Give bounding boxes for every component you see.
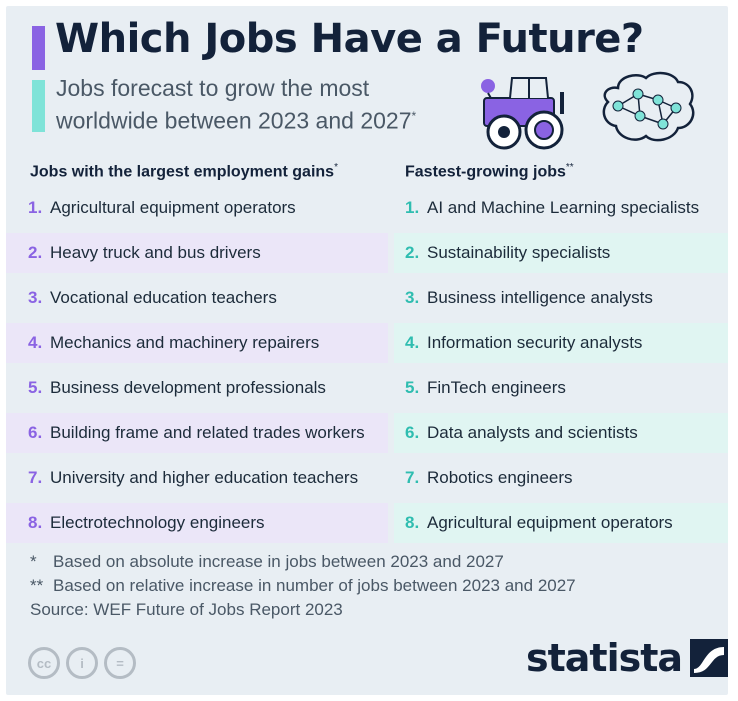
list-item: 2. Heavy truck and bus drivers (6, 233, 388, 273)
job-label: Information security analysts (427, 333, 643, 352)
footnote: * Based on absolute increase in jobs betw… (30, 550, 576, 574)
rank-number: 8. (405, 513, 420, 532)
rank-number: 4. (28, 333, 43, 352)
rank-number: 7. (28, 468, 43, 487)
footnote-text: Based on absolute increase in jobs betwe… (53, 552, 504, 571)
footnotes: * Based on absolute increase in jobs betw… (30, 550, 576, 622)
job-label: FinTech engineers (427, 378, 566, 397)
infographic-card: Which Jobs Have a Future? Jobs forecast … (6, 6, 728, 695)
subtitle-footnote-mark: * (411, 109, 417, 123)
right-column-heading: Fastest-growing jobs** (405, 162, 574, 181)
list-item: 3. Vocational education teachers (6, 278, 388, 318)
subtitle-text: Jobs forecast to grow the most worldwide… (56, 75, 412, 134)
job-label: Heavy truck and bus drivers (50, 243, 261, 262)
job-label: Sustainability specialists (427, 243, 611, 262)
list-item: 2. Sustainability specialists (394, 233, 728, 273)
job-label: Agricultural equipment operators (50, 198, 296, 217)
left-column-heading-text: Jobs with the largest employment gains (30, 163, 335, 181)
job-label: Business development professionals (50, 378, 326, 397)
job-label: Business intelligence analysts (427, 288, 653, 307)
left-column-heading: Jobs with the largest employment gains* (30, 162, 338, 181)
attribution-icon[interactable]: i (66, 647, 98, 679)
list-item: 4. Mechanics and machinery repairers (6, 323, 388, 363)
footnote-text: Based on relative increase in number of … (53, 576, 576, 595)
brain-network-icon (602, 71, 695, 142)
footnote-mark: * (30, 552, 37, 571)
no-derivatives-icon[interactable]: = (104, 647, 136, 679)
rank-number: 6. (405, 423, 420, 442)
job-label: Data analysts and scientists (427, 423, 638, 442)
list-item: 8. Agricultural equipment operators (394, 503, 728, 543)
job-label: Vocational education teachers (50, 288, 277, 307)
right-column-footnote-mark: ** (565, 162, 574, 173)
tractor-icon (481, 77, 564, 150)
largest-gains-list: 1. Agricultural equipment operators 2. Hea… (6, 188, 388, 548)
rank-number: 2. (28, 243, 43, 262)
job-label: Robotics engineers (427, 468, 573, 487)
job-label: Agricultural equipment operators (427, 513, 673, 532)
subtitle-accent-bar (32, 80, 45, 132)
rank-number: 5. (405, 378, 420, 397)
job-label: Electrotechnology engineers (50, 513, 265, 532)
statista-logo[interactable]: statista (526, 636, 728, 680)
rank-number: 8. (28, 513, 43, 532)
list-item: 5. Business development professionals (6, 368, 388, 408)
license-icons: cc i = (28, 647, 136, 679)
job-label: AI and Machine Learning specialists (427, 198, 700, 217)
list-item: 6. Building frame and related trades work… (6, 413, 388, 453)
list-item: 7. Robotics engineers (394, 458, 728, 498)
rank-number: 7. (405, 468, 420, 487)
rank-number: 6. (28, 423, 43, 442)
rank-number: 2. (405, 243, 420, 262)
list-item: 7. University and higher education teache… (6, 458, 388, 498)
page-subtitle: Jobs forecast to grow the most worldwide… (56, 74, 476, 135)
list-item: 6. Data analysts and scientists (394, 413, 728, 453)
job-label: Building frame and related trades worker… (50, 423, 365, 442)
rank-number: 1. (28, 198, 43, 217)
creative-commons-icon[interactable]: cc (28, 647, 60, 679)
list-item: 8. Electrotechnology engineers (6, 503, 388, 543)
page-title: Which Jobs Have a Future? (55, 16, 644, 62)
right-column-heading-text: Fastest-growing jobs (405, 163, 566, 181)
brand-name: statista (526, 636, 683, 680)
rank-number: 5. (28, 378, 43, 397)
footnote-mark: ** (30, 576, 44, 595)
job-label: University and higher education teachers (50, 468, 359, 487)
list-item: 1. AI and Machine Learning specialists (394, 188, 728, 228)
list-item: 4. Information security analysts (394, 323, 728, 363)
left-column-footnote-mark: * (334, 162, 338, 173)
rank-number: 4. (405, 333, 420, 352)
source-note: Source: WEF Future of Jobs Report 2023 (30, 600, 343, 619)
rank-number: 3. (405, 288, 420, 307)
statista-mark-icon (690, 639, 728, 677)
title-accent-bar (32, 26, 45, 70)
tractor-and-brain-illustration (481, 71, 695, 150)
footnote: ** Based on relative increase in number o… (30, 574, 576, 598)
list-item: 3. Business intelligence analysts (394, 278, 728, 318)
fastest-growing-list: 1. AI and Machine Learning specialists 2.… (394, 188, 728, 548)
list-item: 1. Agricultural equipment operators (6, 188, 388, 228)
job-label: Mechanics and machinery repairers (50, 333, 320, 352)
rank-number: 1. (405, 198, 420, 217)
list-item: 5. FinTech engineers (394, 368, 728, 408)
rank-number: 3. (28, 288, 43, 307)
